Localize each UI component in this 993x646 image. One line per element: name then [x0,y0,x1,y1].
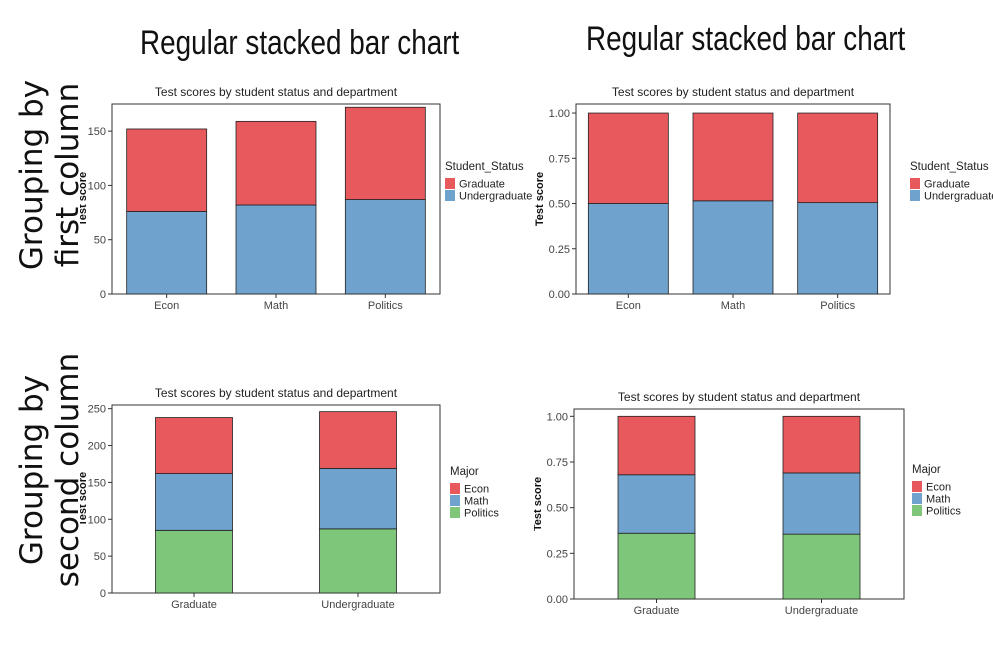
legend-swatch [445,190,455,201]
chart-title: Test scores by student status and depart… [155,386,398,400]
x-tick-label: Math [721,300,745,312]
legend-swatch [450,507,460,518]
bar-segment [344,106,426,200]
legend-label: Graduate [459,179,505,191]
bar-segment [155,473,233,531]
legend-swatch [910,178,920,189]
y-tick-label: 100 [88,514,106,526]
bar-segment [235,120,317,206]
x-tick-label: Undergraduate [785,605,858,617]
y-tick-label: 50 [94,551,106,563]
bar-segment [587,203,669,295]
bar-segment [782,533,861,600]
right-column-title: Regular stacked bar chart [586,20,906,58]
legend-swatch [912,481,922,492]
row2-label: Grouping by second column [14,330,86,610]
chart-title: Test scores by student status and depart… [612,85,855,99]
y-tick-label: 100 [88,180,106,192]
y-tick-label: 50 [94,235,106,247]
bar-segment [617,532,696,600]
chart-grad-undergrad-by-major: Test scores by student status and depart… [80,85,532,312]
y-tick-label: 0 [100,289,106,301]
legend-swatch [910,190,920,201]
bar-segment [782,415,861,474]
bar-segment [235,204,317,295]
legend-label: Math [464,496,488,508]
legend-title: Student_Status [445,161,524,173]
legend-label: Econ [464,484,489,496]
legend-swatch [445,178,455,189]
legend-label: Undergraduate [924,191,993,203]
bar-segment [617,415,696,476]
legend-title: Student_Status [910,161,989,173]
bar-segment [692,200,774,295]
bar-segment [319,468,397,530]
chart-proportion-by-status: Test scores by student status and depart… [534,390,961,617]
legend-swatch [450,495,460,506]
x-tick-label: Politics [820,300,855,312]
bar-segment [692,112,774,202]
y-tick-label: 1.00 [547,411,568,423]
x-tick-label: Graduate [634,605,680,617]
bar-segment [319,411,397,469]
x-tick-label: Econ [154,300,179,312]
y-tick-label: 150 [88,477,106,489]
y-axis-label: Test score [80,472,89,526]
legend-label: Undergraduate [459,191,532,203]
legend-label: Math [926,494,950,506]
row1-label-line1: Grouping by [14,79,50,271]
x-tick-label: Graduate [171,599,217,611]
legend-title: Major [912,464,941,476]
y-tick-label: 0.25 [547,548,568,560]
legend-label: Econ [926,482,951,494]
row2-label-line1: Grouping by [14,374,50,566]
bar-segment [782,472,861,535]
x-tick-label: Math [264,300,288,312]
legend-label: Politics [464,508,499,520]
y-tick-label: 0.50 [547,503,568,515]
y-tick-label: 0.25 [549,244,570,256]
legend-swatch [450,483,460,494]
legend-title: Major [450,466,479,478]
y-tick-label: 0.75 [547,457,568,469]
y-tick-label: 0.75 [549,153,570,165]
y-axis-label: Test score [534,477,544,531]
y-tick-label: 1.00 [549,108,570,120]
row1-label: Grouping by first column [14,60,86,290]
x-tick-label: Politics [368,300,403,312]
chart-major-by-status: Test scores by student status and depart… [80,386,499,611]
chart-title: Test scores by student status and depart… [155,85,398,99]
legend-label: Graduate [924,179,970,191]
y-axis-label: Test score [80,172,89,226]
y-tick-label: 250 [88,404,106,416]
chart-proportion-by-major: Test scores by student status and depart… [534,85,993,312]
bar-segment [155,529,233,594]
bar-segment [126,128,208,212]
left-column-title: Regular stacked bar chart [140,24,460,62]
bar-segment [344,199,426,295]
chart-title: Test scores by student status and depart… [618,390,861,404]
x-tick-label: Econ [616,300,641,312]
bar-segment [797,112,879,204]
legend-swatch [912,493,922,504]
y-tick-label: 0 [100,588,106,600]
bar-segment [126,211,208,295]
bar-segment [797,202,879,295]
bar-segment [155,417,233,474]
x-tick-label: Undergraduate [321,599,394,611]
bar-segment [319,528,397,594]
bar-segment [587,112,669,204]
y-tick-label: 200 [88,441,106,453]
legend-swatch [912,505,922,516]
legend-label: Politics [926,506,961,518]
y-axis-label: Test score [534,172,546,226]
y-tick-label: 0.50 [549,199,570,211]
y-tick-label: 150 [88,126,106,138]
bar-segment [617,474,696,534]
y-tick-label: 0.00 [549,289,570,301]
y-tick-label: 0.00 [547,594,568,606]
